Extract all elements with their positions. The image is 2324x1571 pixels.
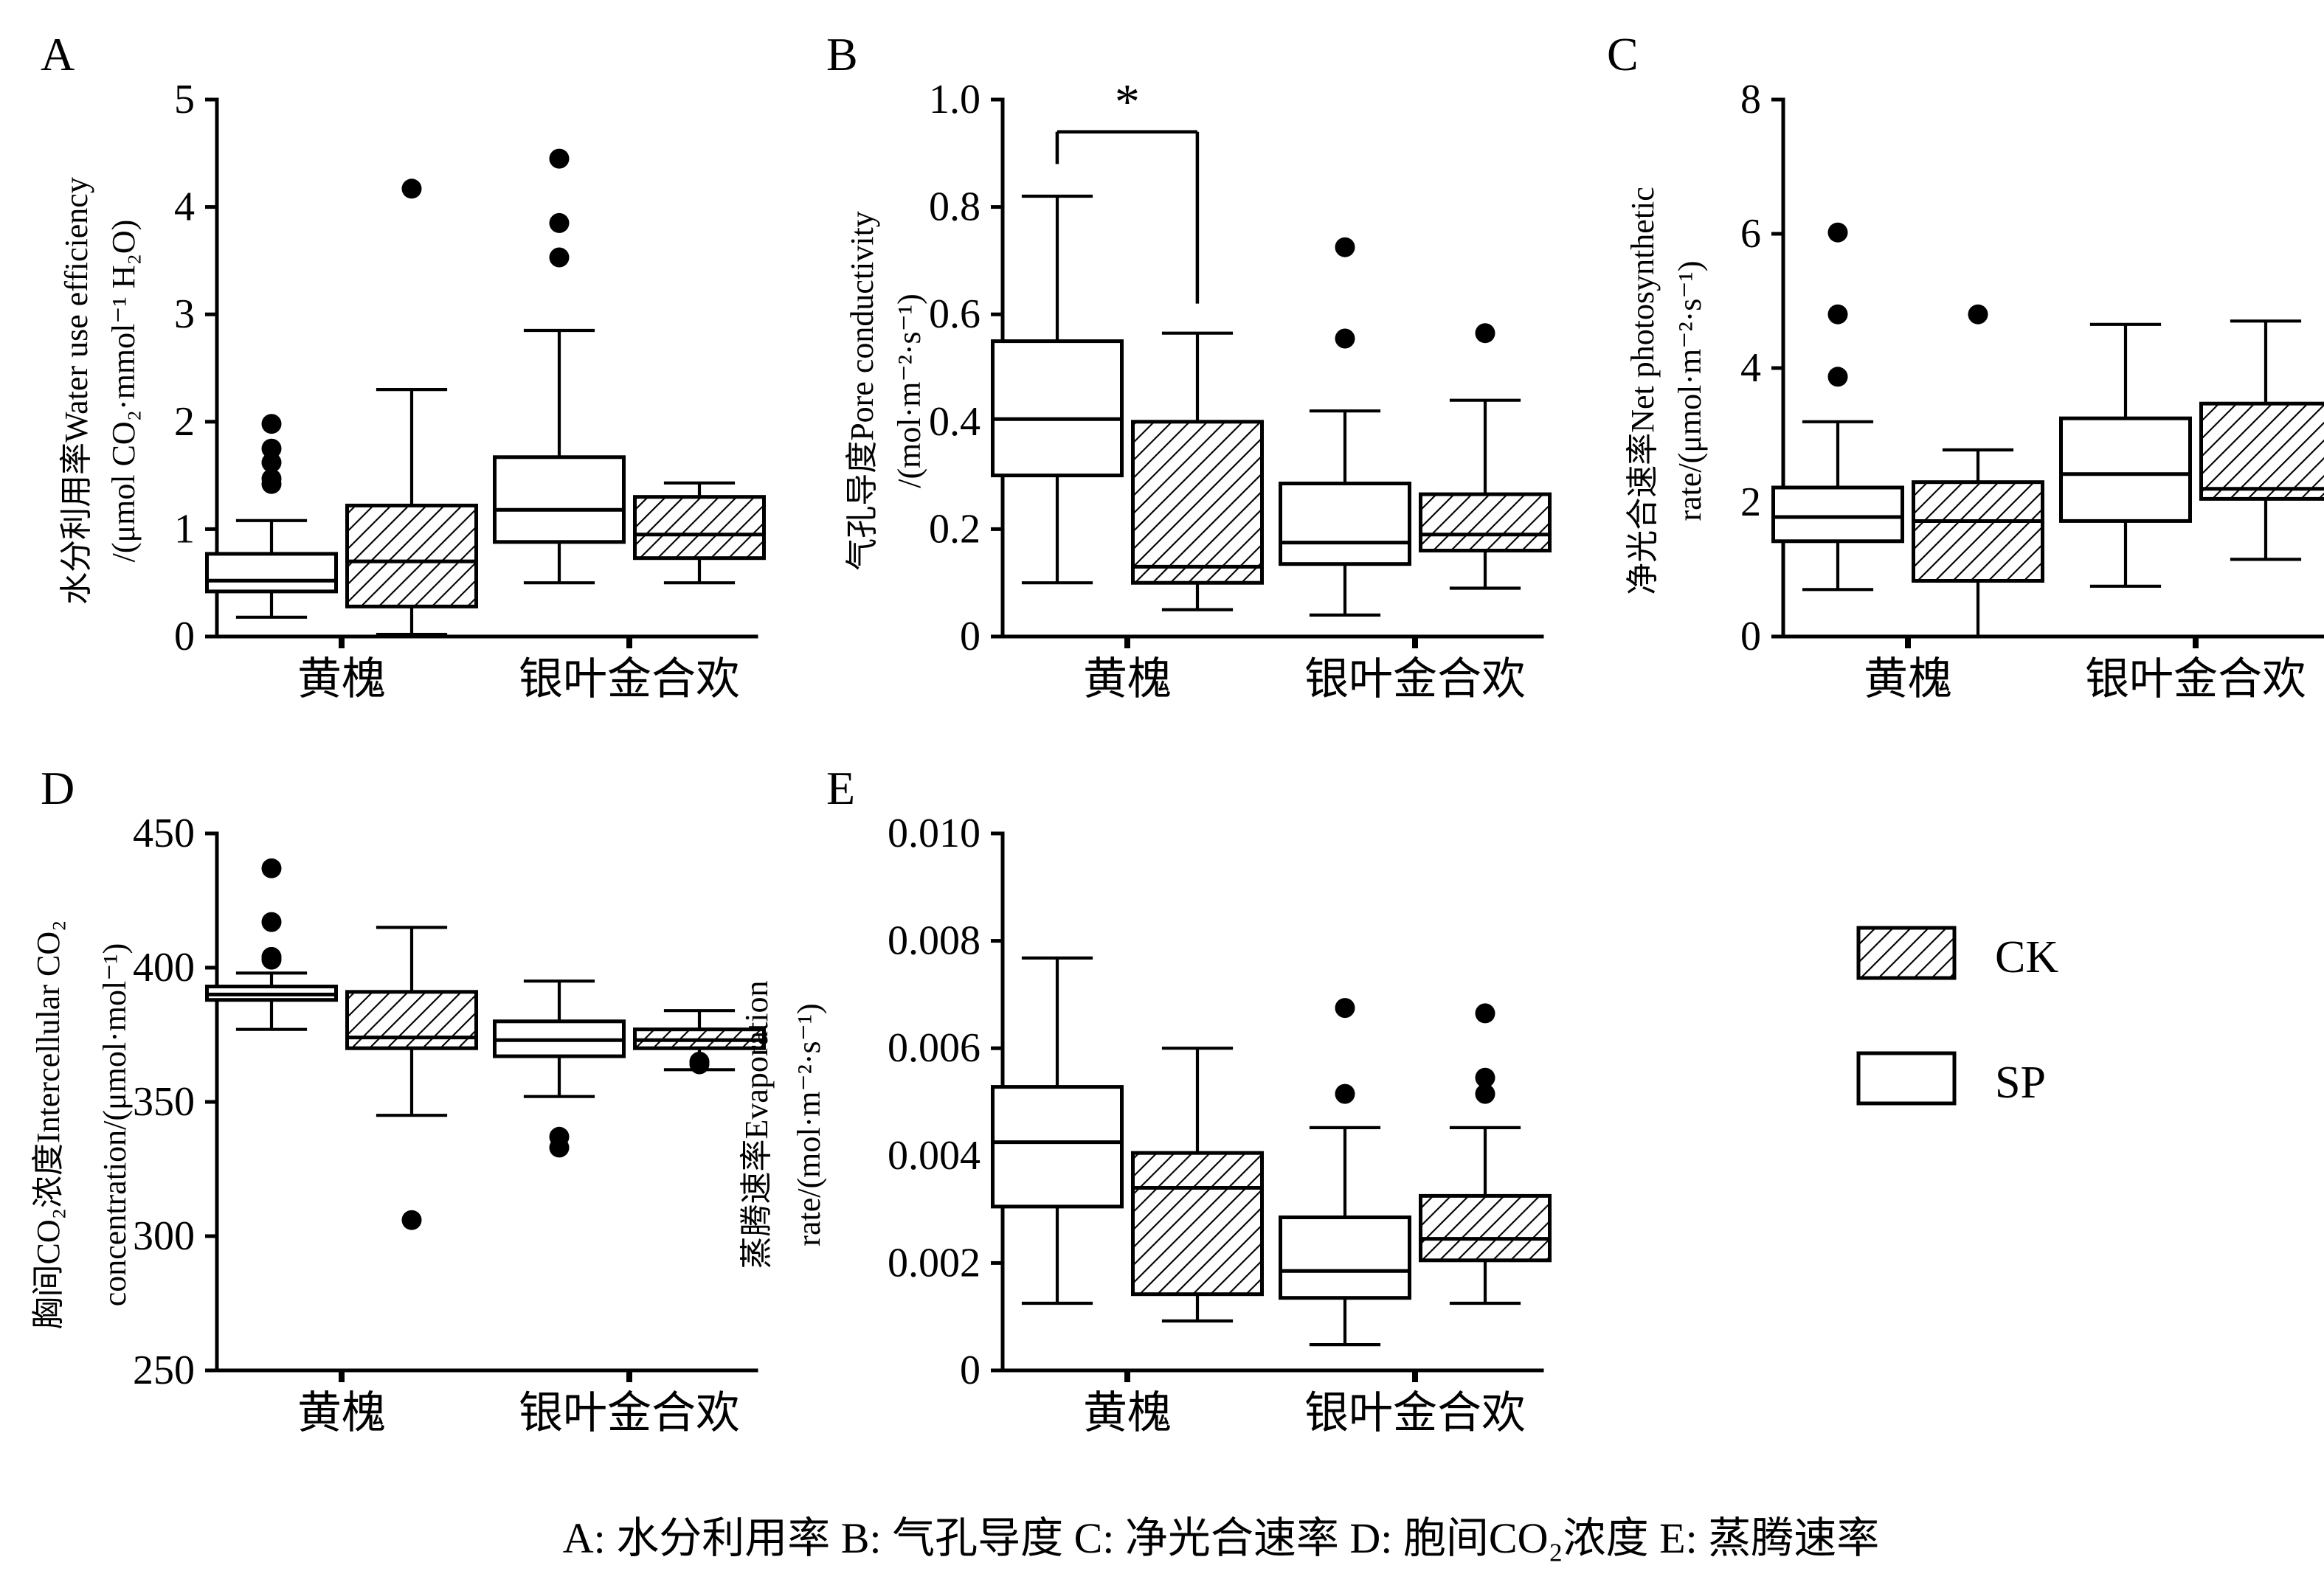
svg-text:8: 8 xyxy=(1740,77,1761,122)
svg-text:0.002: 0.002 xyxy=(888,1240,981,1286)
svg-text:黄槐: 黄槐 xyxy=(1083,655,1172,704)
svg-text:黄槐: 黄槐 xyxy=(297,1389,386,1438)
svg-text:气孔导度Pore conductivity: 气孔导度Pore conductivity xyxy=(844,211,880,571)
svg-text:2: 2 xyxy=(1740,479,1761,525)
svg-text:5: 5 xyxy=(174,77,195,122)
svg-text:450: 450 xyxy=(133,811,195,856)
svg-text:0.4: 0.4 xyxy=(929,399,981,445)
svg-text:rate/(μmol·m⁻²·s⁻¹): rate/(μmol·m⁻²·s⁻¹) xyxy=(1672,261,1708,521)
svg-text:银叶金合欢: 银叶金合欢 xyxy=(2085,655,2306,704)
svg-text:A: A xyxy=(41,28,75,80)
svg-text:B: B xyxy=(826,28,858,80)
svg-text:300: 300 xyxy=(133,1213,195,1259)
svg-text:250: 250 xyxy=(133,1348,195,1393)
svg-text:蒸腾速率Evaporation: 蒸腾速率Evaporation xyxy=(739,980,775,1269)
svg-text:0: 0 xyxy=(960,614,981,659)
svg-text:4: 4 xyxy=(174,184,195,230)
svg-text:净光合速率Net photosynthetic: 净光合速率Net photosynthetic xyxy=(1625,187,1661,595)
svg-text:1.0: 1.0 xyxy=(929,77,981,122)
svg-text:0.2: 0.2 xyxy=(929,506,981,552)
svg-text:黄槐: 黄槐 xyxy=(297,655,386,704)
svg-text:银叶金合欢: 银叶金合欢 xyxy=(519,1389,740,1438)
svg-text:0.004: 0.004 xyxy=(888,1133,981,1179)
svg-text:*: * xyxy=(1115,74,1140,130)
svg-text:400: 400 xyxy=(133,945,195,991)
svg-text:0: 0 xyxy=(960,1348,981,1393)
svg-text:rate/(mol·m⁻²·s⁻¹): rate/(mol·m⁻²·s⁻¹) xyxy=(791,1003,827,1246)
svg-text:D: D xyxy=(41,762,75,814)
svg-text:0: 0 xyxy=(1740,614,1761,659)
svg-text:E: E xyxy=(826,762,855,814)
svg-text:1: 1 xyxy=(174,506,195,552)
svg-text:0.8: 0.8 xyxy=(929,184,981,230)
svg-text:/(mol·m⁻²·s⁻¹): /(mol·m⁻²·s⁻¹) xyxy=(891,294,927,488)
svg-text:0.6: 0.6 xyxy=(929,291,981,337)
svg-text:水分利用率Water use efficiency: 水分利用率Water use efficiency xyxy=(58,177,94,605)
svg-text:4: 4 xyxy=(1740,345,1761,391)
svg-text:银叶金合欢: 银叶金合欢 xyxy=(1304,1389,1526,1438)
svg-text:黄槐: 黄槐 xyxy=(1083,1389,1172,1438)
svg-text:SP: SP xyxy=(1995,1058,2046,1108)
svg-text:3: 3 xyxy=(174,291,195,337)
svg-text:2: 2 xyxy=(174,399,195,445)
svg-text:0.006: 0.006 xyxy=(888,1025,981,1071)
svg-text:/(μmol CO₂·mmol⁻¹ H₂O): /(μmol CO₂·mmol⁻¹ H₂O) xyxy=(106,220,142,563)
svg-text:0.008: 0.008 xyxy=(888,918,981,964)
svg-text:银叶金合欢: 银叶金合欢 xyxy=(519,655,740,704)
svg-text:CK: CK xyxy=(1995,932,2058,982)
svg-text:0: 0 xyxy=(174,614,195,659)
svg-text:C: C xyxy=(1607,28,1639,80)
svg-text:A: 水分利用率 B: 气孔导度 C: 净光合速率 D: 胞: A: 水分利用率 B: 气孔导度 C: 净光合速率 D: 胞间CO₂浓度 E: … xyxy=(563,1514,1879,1562)
svg-text:银叶金合欢: 银叶金合欢 xyxy=(1304,655,1526,704)
svg-text:胸间CO₂浓度Intercellular CO₂: 胸间CO₂浓度Intercellular CO₂ xyxy=(30,920,66,1330)
svg-text:黄槐: 黄槐 xyxy=(1864,655,1952,704)
svg-text:0.010: 0.010 xyxy=(888,811,981,856)
svg-text:concentration/(μmol·mol⁻¹): concentration/(μmol·mol⁻¹) xyxy=(97,943,133,1307)
svg-text:350: 350 xyxy=(133,1079,195,1125)
svg-text:6: 6 xyxy=(1740,211,1761,257)
